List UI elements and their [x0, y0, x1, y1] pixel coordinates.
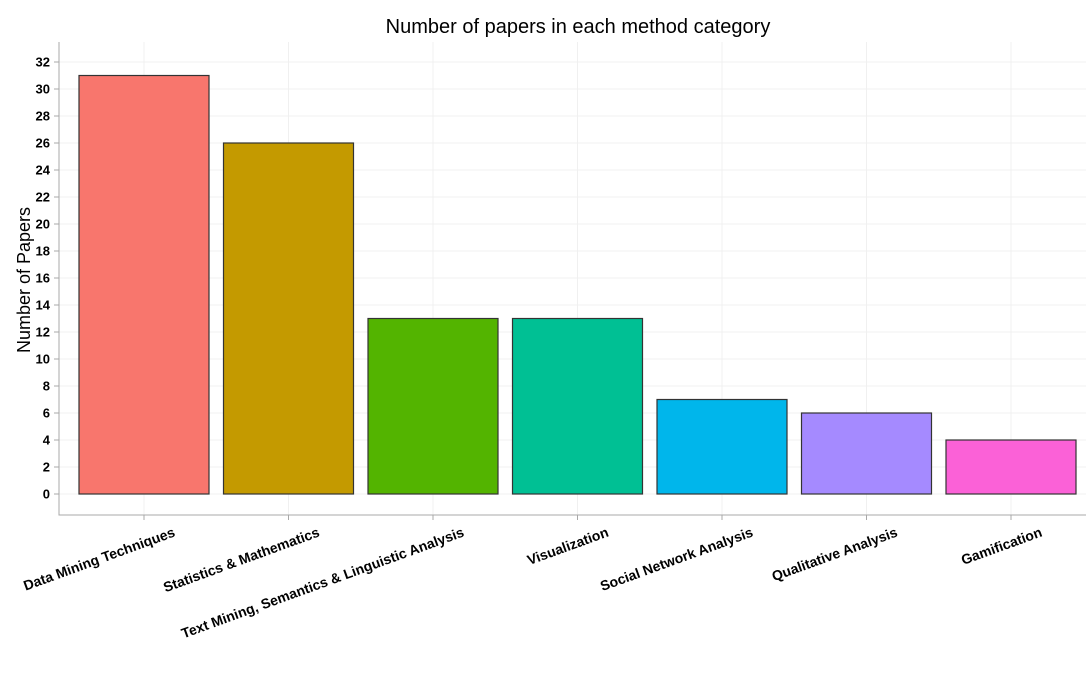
y-tick-label: 10: [36, 352, 50, 367]
x-tick-label: Qualitative Analysis: [770, 524, 900, 584]
y-axis-label: Number of Papers: [14, 207, 34, 353]
y-tick-label: 0: [43, 487, 50, 502]
plot-border: [58, 42, 1086, 516]
y-tick-label: 30: [36, 82, 50, 97]
bar-0: [78, 74, 210, 495]
bar-3: [511, 317, 644, 495]
bar-1: [222, 142, 355, 495]
x-tick-label: Data Mining Techniques: [21, 524, 177, 594]
y-tick-label: 32: [36, 55, 50, 70]
x-tick-label: Gamification: [959, 524, 1044, 568]
x-tick-label: Social Network Analysis: [598, 524, 755, 594]
bar-6: [945, 439, 1077, 495]
x-tick-label: Text Mining, Semantics & Linguistic Anal…: [179, 524, 466, 642]
y-tick-label: 22: [36, 190, 50, 205]
bar-4: [656, 398, 788, 495]
y-tick-label: 28: [36, 109, 50, 124]
y-tick-label: 14: [36, 298, 51, 313]
chart-title: Number of papers in each method category: [386, 16, 771, 38]
y-tick-label: 4: [43, 433, 51, 448]
y-tick-label: 2: [43, 460, 50, 475]
y-tick-label: 6: [43, 406, 50, 421]
x-tick-label: Visualization: [525, 524, 611, 568]
y-tick-label: 12: [36, 325, 50, 340]
bar-5: [800, 412, 933, 495]
y-tick-label: 16: [36, 271, 50, 286]
y-tick-label: 18: [36, 244, 50, 259]
y-tick-label: 26: [36, 136, 50, 151]
y-tick-label: 24: [36, 163, 51, 178]
y-tick-label: 20: [36, 217, 50, 232]
y-tick-label: 8: [43, 379, 50, 394]
bars: [78, 74, 1077, 495]
bar-2: [367, 317, 499, 495]
